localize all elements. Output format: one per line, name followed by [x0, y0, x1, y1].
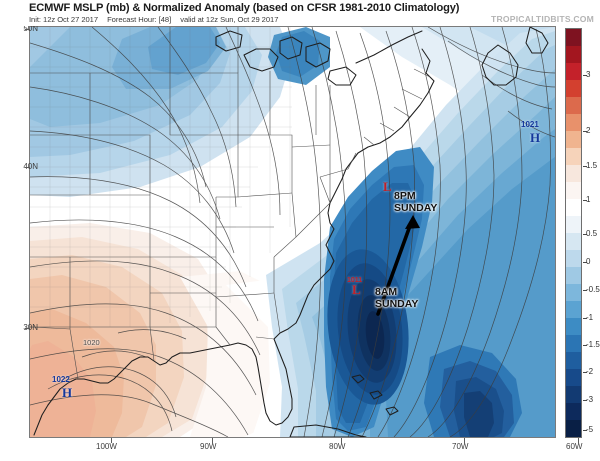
colorbar-label: -2 [586, 367, 594, 376]
colorbar-tick [583, 166, 587, 167]
page-title: ECMWF MSLP (mb) & Normalized Anomaly (ba… [29, 2, 460, 14]
lat-tick-30n: 30N [23, 323, 38, 332]
colorbar-label: -1 [586, 313, 594, 322]
lat-tick-50n: 50N [23, 24, 38, 33]
lon-tick-100w: 100W [96, 442, 117, 451]
colorbar-segment [566, 250, 581, 267]
colorbar-segment [566, 80, 581, 97]
colorbar-label: 0 [586, 257, 591, 266]
forecast-hour-label: Forecast Hour: [48] [107, 15, 172, 24]
lon-tick-80w: 80W [329, 442, 346, 451]
map-canvas[interactable] [29, 26, 556, 438]
colorbar-segment [566, 114, 581, 131]
colorbar-tick [583, 400, 587, 401]
colorbar-label: -5 [586, 425, 594, 434]
lon-tick-mark-100w [111, 438, 112, 443]
colorbar-tick [583, 262, 587, 263]
colorbar-segment [566, 199, 581, 216]
colorbar-segment [566, 165, 581, 182]
colorbar-segment [566, 148, 581, 165]
init-label: Init: 12z Oct 27 2017 [29, 15, 99, 24]
colorbar-segment [566, 182, 581, 199]
colorbar-segment [566, 386, 581, 403]
lat-tick-mark-30n [25, 328, 30, 329]
map-graphic [30, 27, 555, 437]
colorbar-label: 1.5 [586, 161, 598, 170]
colorbar[interactable] [565, 28, 582, 438]
colorbar-tick [583, 345, 587, 346]
colorbar-segment [566, 301, 581, 318]
brand-watermark: TROPICALTIDBITS.COM [491, 14, 594, 24]
colorbar-segment [566, 29, 581, 46]
colorbar-segment [566, 369, 581, 386]
lon-tick-90w: 90W [200, 442, 217, 451]
colorbar-label: -0.5 [586, 285, 600, 294]
colorbar-segment [566, 46, 581, 63]
colorbar-segment [566, 267, 581, 284]
colorbar-segment [566, 335, 581, 352]
colorbar-tick [583, 200, 587, 201]
colorbar-segment [566, 233, 581, 250]
colorbar-segment [566, 216, 581, 233]
colorbar-tick [583, 430, 587, 431]
map-header: ECMWF MSLP (mb) & Normalized Anomaly (ba… [0, 0, 600, 26]
lat-tick-40n: 40N [23, 162, 38, 171]
colorbar-segment [566, 63, 581, 80]
colorbar-segment [566, 284, 581, 301]
lon-tick-mark-90w [212, 438, 213, 443]
colorbar-label: -3 [586, 395, 594, 404]
colorbar-tick [583, 290, 587, 291]
lon-tick-mark-80w [341, 438, 342, 443]
run-metadata: Init: 12z Oct 27 2017 Forecast Hour: [48… [29, 15, 285, 24]
valid-time-label: valid at 12z Sun, Oct 29 2017 [180, 15, 279, 24]
lon-tick-70w: 70W [452, 442, 469, 451]
colorbar-label: 1 [586, 195, 591, 204]
lon-tick-mark-70w [464, 438, 465, 443]
colorbar-segment [566, 420, 581, 437]
lon-tick-mark-60w [578, 438, 579, 443]
colorbar-segment [566, 131, 581, 148]
colorbar-label: -1.5 [586, 340, 600, 349]
colorbar-segment [566, 318, 581, 335]
colorbar-tick [583, 372, 587, 373]
lat-tick-mark-40n [25, 167, 30, 168]
colorbar-tick [583, 234, 587, 235]
colorbar-tick [583, 318, 587, 319]
storm-track-arrow [376, 215, 420, 316]
colorbar-label: 3 [586, 70, 591, 79]
colorbar-label: 0.5 [586, 229, 598, 238]
colorbar-segment [566, 97, 581, 114]
colorbar-segment [566, 403, 581, 420]
colorbar-segment [566, 352, 581, 369]
lat-tick-mark-50n [25, 29, 30, 30]
lon-tick-60w: 60W [566, 442, 583, 451]
colorbar-label: 2 [586, 126, 591, 135]
colorbar-tick [583, 131, 587, 132]
colorbar-tick [583, 75, 587, 76]
